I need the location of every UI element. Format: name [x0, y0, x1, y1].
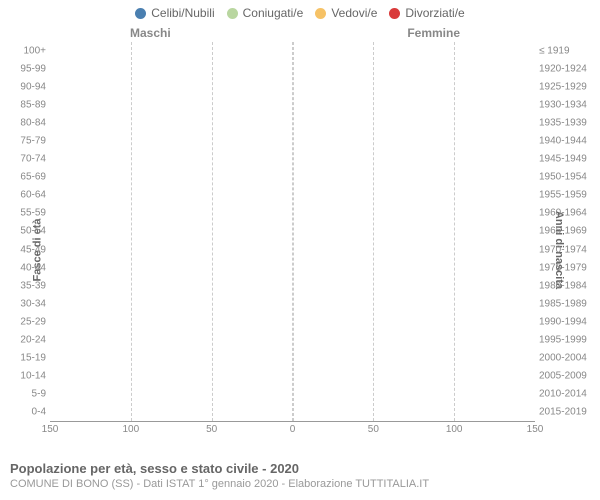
legend-label: Divorziati/e — [405, 6, 464, 20]
birth-year-label: 2005-2009 — [539, 370, 595, 381]
age-label: 60-64 — [8, 190, 46, 201]
age-label: 5-9 — [8, 388, 46, 399]
birth-year-label: 1980-1984 — [539, 280, 595, 291]
chart-area: 100+≤ 191995-991920-192490-941925-192985… — [50, 42, 535, 422]
age-label: 50-54 — [8, 226, 46, 237]
birth-year-label: 1975-1979 — [539, 262, 595, 273]
legend-label: Coniugati/e — [243, 6, 304, 20]
label-female: Femmine — [407, 26, 460, 40]
birth-year-label: 1930-1934 — [539, 100, 595, 111]
age-label: 65-69 — [8, 172, 46, 183]
age-label: 10-14 — [8, 370, 46, 381]
age-label: 85-89 — [8, 100, 46, 111]
age-label: 90-94 — [8, 82, 46, 93]
legend-item-3: Divorziati/e — [389, 6, 464, 20]
age-label: 45-49 — [8, 244, 46, 255]
legend-dot-icon — [227, 8, 238, 19]
birth-year-label: 1940-1944 — [539, 136, 595, 147]
birth-year-label: 1945-1949 — [539, 154, 595, 165]
age-label: 55-59 — [8, 208, 46, 219]
age-label: 40-44 — [8, 262, 46, 273]
center-axis — [292, 42, 293, 421]
x-tick-label: 0 — [290, 424, 296, 435]
grid-line — [212, 42, 213, 421]
legend-dot-icon — [389, 8, 400, 19]
age-label: 80-84 — [8, 118, 46, 129]
x-tick-label: 50 — [368, 424, 379, 435]
birth-year-label: 1965-1969 — [539, 226, 595, 237]
age-label: 35-39 — [8, 280, 46, 291]
birth-year-label: 1950-1954 — [539, 172, 595, 183]
footer-subtitle: COMUNE DI BONO (SS) - Dati ISTAT 1° genn… — [10, 478, 590, 490]
age-label: 75-79 — [8, 136, 46, 147]
age-label: 25-29 — [8, 316, 46, 327]
birth-year-label: 2015-2019 — [539, 406, 595, 417]
birth-year-label: 1955-1959 — [539, 190, 595, 201]
legend-item-0: Celibi/Nubili — [135, 6, 214, 20]
x-axis-ticks: 15010050050100150 — [50, 424, 535, 438]
population-pyramid-container: Celibi/Nubili Coniugati/e Vedovi/e Divorzia… — [0, 0, 600, 500]
birth-year-label: ≤ 1919 — [539, 46, 595, 57]
birth-year-label: 1970-1974 — [539, 244, 595, 255]
legend-dot-icon — [135, 8, 146, 19]
x-tick-label: 150 — [42, 424, 59, 435]
birth-year-label: 2000-2004 — [539, 352, 595, 363]
age-label: 20-24 — [8, 334, 46, 345]
age-label: 70-74 — [8, 154, 46, 165]
footer-title: Popolazione per età, sesso e stato civil… — [10, 461, 590, 476]
age-label: 100+ — [8, 46, 46, 57]
label-male: Maschi — [130, 26, 171, 40]
age-label: 15-19 — [8, 352, 46, 363]
x-tick-label: 150 — [527, 424, 544, 435]
age-label: 95-99 — [8, 64, 46, 75]
grid-line — [454, 42, 455, 421]
x-tick-label: 100 — [122, 424, 139, 435]
chart-footer: Popolazione per età, sesso e stato civil… — [10, 461, 590, 490]
x-tick-label: 100 — [446, 424, 463, 435]
legend-label: Vedovi/e — [331, 6, 377, 20]
birth-year-label: 1920-1924 — [539, 64, 595, 75]
legend-label: Celibi/Nubili — [151, 6, 214, 20]
age-label: 0-4 — [8, 406, 46, 417]
birth-year-label: 1935-1939 — [539, 118, 595, 129]
birth-year-label: 1995-1999 — [539, 334, 595, 345]
age-label: 30-34 — [8, 298, 46, 309]
legend-dot-icon — [315, 8, 326, 19]
x-tick-label: 50 — [206, 424, 217, 435]
birth-year-label: 1985-1989 — [539, 298, 595, 309]
birth-year-label: 1925-1929 — [539, 82, 595, 93]
legend: Celibi/Nubili Coniugati/e Vedovi/e Divorzia… — [0, 6, 600, 20]
birth-year-label: 1960-1964 — [539, 208, 595, 219]
birth-year-label: 2010-2014 — [539, 388, 595, 399]
legend-item-2: Vedovi/e — [315, 6, 377, 20]
grid-line — [131, 42, 132, 421]
grid-line — [373, 42, 374, 421]
birth-year-label: 1990-1994 — [539, 316, 595, 327]
legend-item-1: Coniugati/e — [227, 6, 304, 20]
